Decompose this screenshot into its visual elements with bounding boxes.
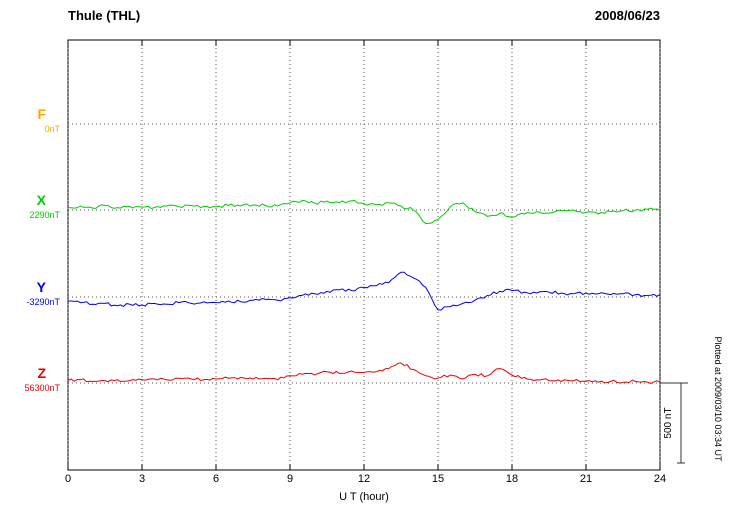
x-tick: 9 (286, 473, 294, 485)
x-tick: 12 (357, 473, 371, 485)
x-tick: 18 (505, 473, 519, 485)
label-Y: Y (36, 279, 46, 295)
station-title: Thule (THL) (68, 8, 141, 23)
trace-y (68, 271, 661, 311)
plotted-at-note: Plotted at 2009/03/10 03:34 UT (713, 336, 723, 462)
trace-z (67, 362, 661, 384)
x-tick: 0 (64, 473, 72, 485)
x-tick: 21 (579, 473, 593, 485)
x-tick: 24 (653, 473, 667, 485)
x-tick: 3 (138, 473, 146, 485)
label-X: X (36, 192, 46, 208)
x-tick: 15 (431, 473, 445, 485)
baseline-X: 2290nT (29, 210, 60, 220)
x-tick: 6 (212, 473, 220, 485)
label-F: F (37, 106, 46, 122)
scalebar-label: 500 nT (663, 407, 674, 439)
x-axis-ticks: 0 3 6 9 12 15 18 21 24 (64, 473, 666, 487)
baseline-F: 0nT (44, 124, 60, 134)
trace-x (67, 199, 661, 225)
plot-date: 2008/06/23 (594, 8, 660, 23)
x-axis-label: U T (hour) (339, 491, 389, 503)
baseline-Z: 56300nT (24, 383, 60, 393)
label-Z: Z (37, 365, 46, 381)
baseline-Y: -3290nT (26, 297, 60, 307)
